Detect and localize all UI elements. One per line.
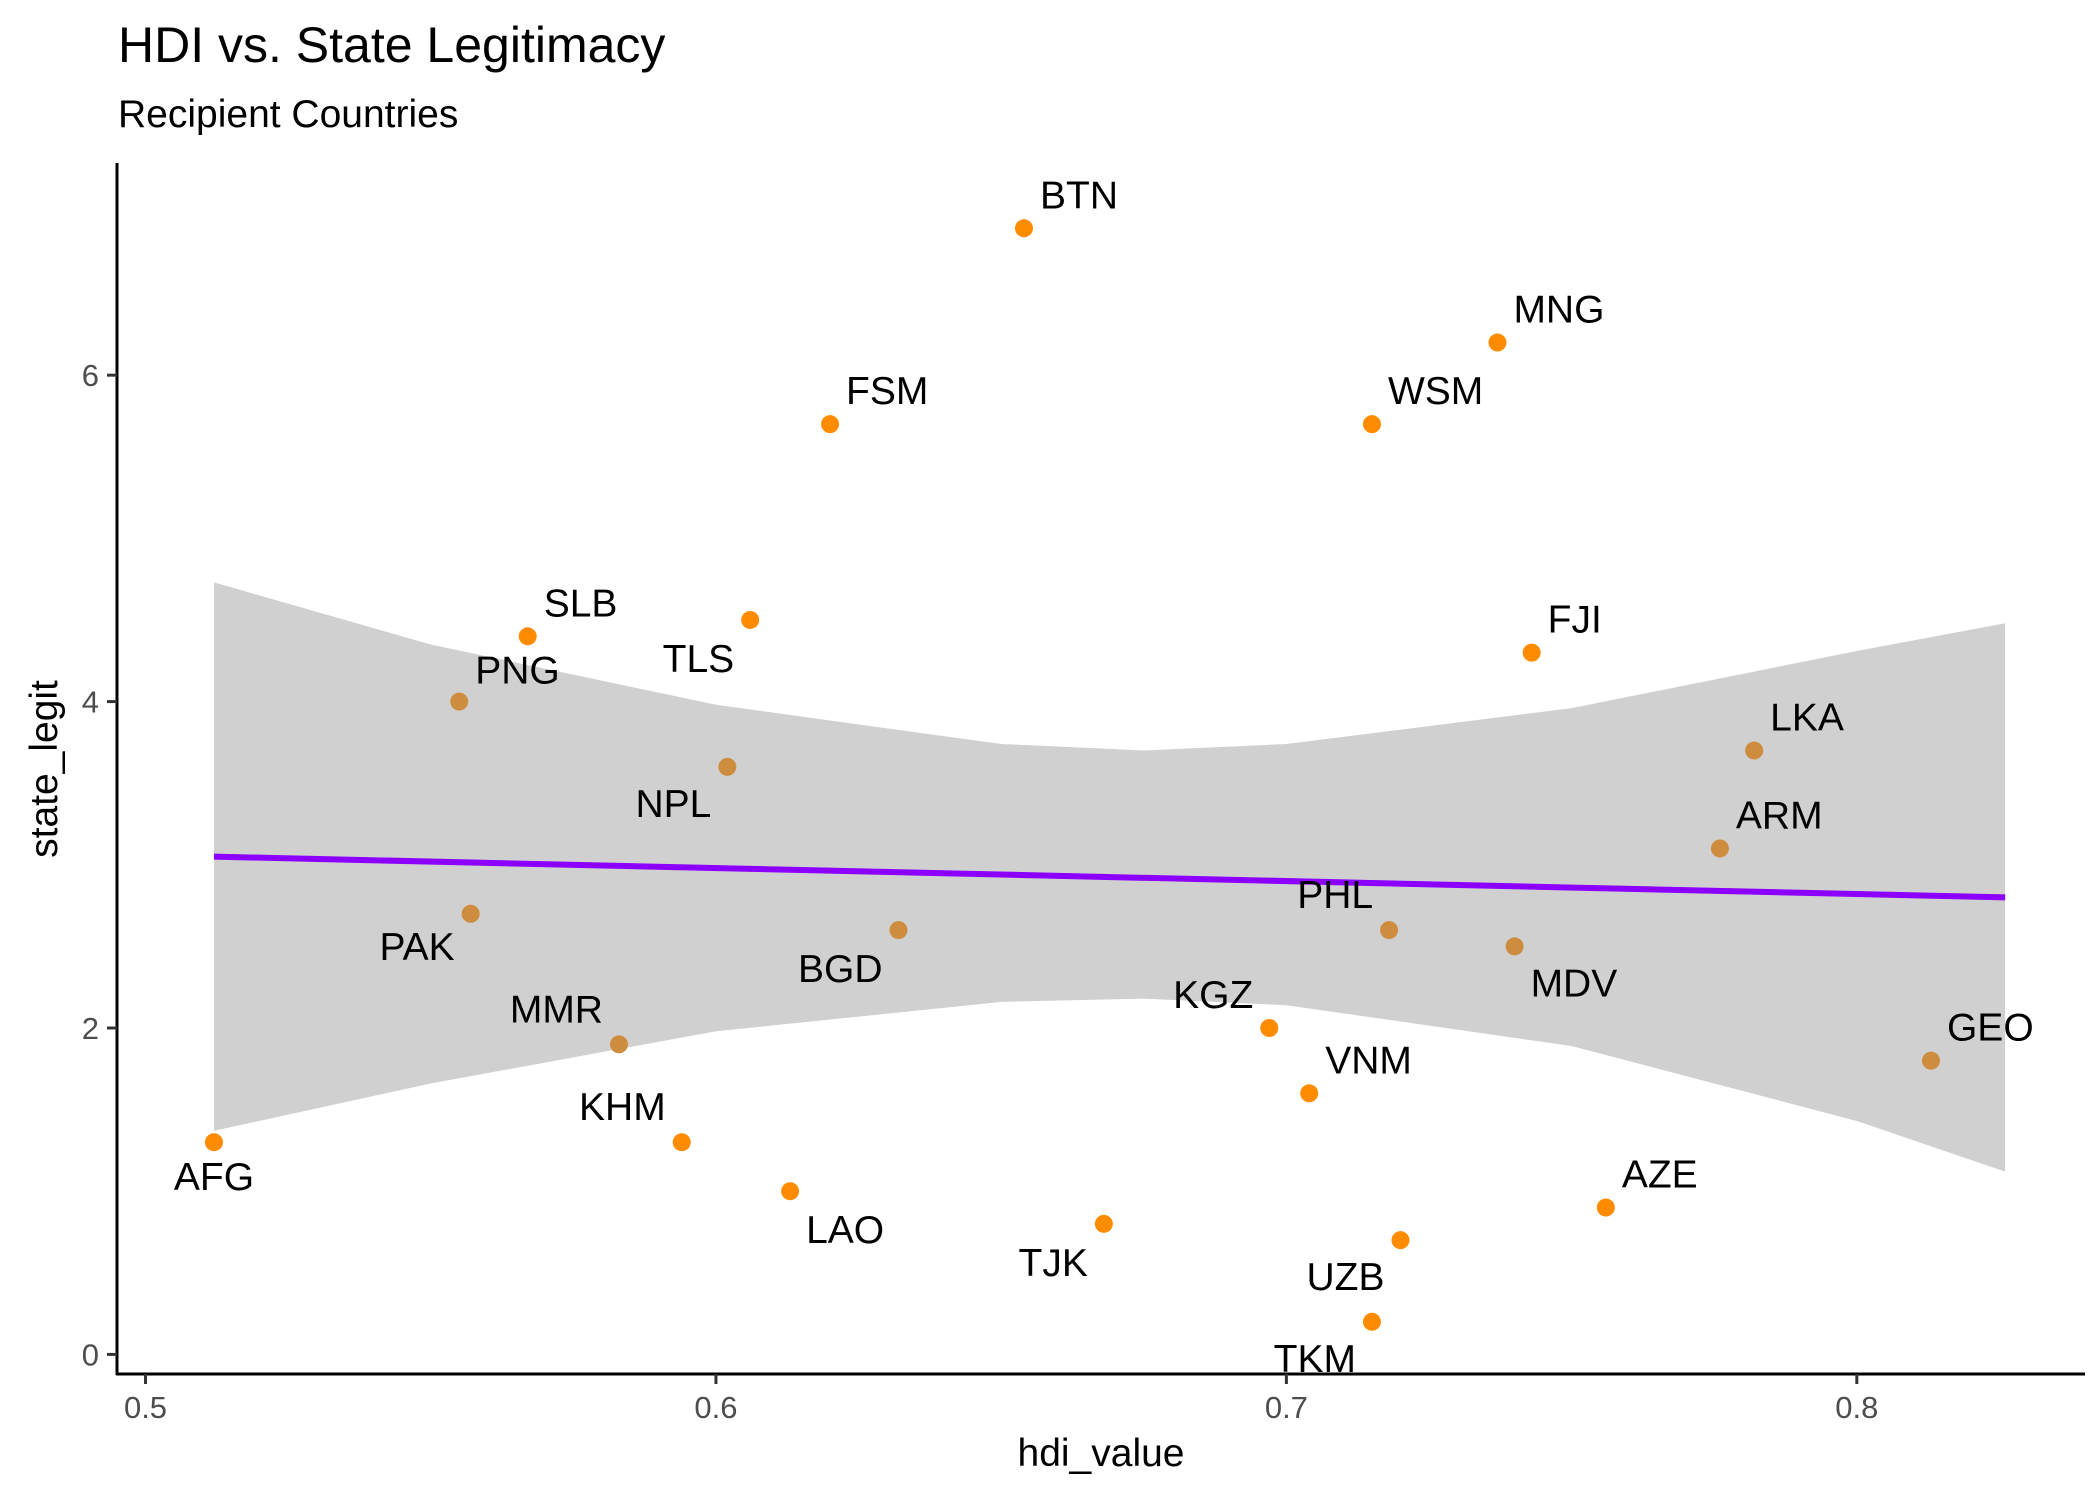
- point-label-npl: NPL: [635, 783, 711, 826]
- data-point-lka: [1745, 741, 1764, 760]
- point-label-slb: SLB: [544, 582, 618, 625]
- data-point-fsm: [821, 415, 840, 434]
- point-label-fji: FJI: [1548, 599, 1602, 642]
- data-point-uzb: [1391, 1231, 1410, 1250]
- data-point-kgz: [1260, 1019, 1279, 1037]
- y-tick-label: 4: [82, 685, 99, 720]
- point-label-kgz: KGZ: [1173, 974, 1253, 1017]
- data-point-bgd: [889, 921, 908, 940]
- y-tick-label: 0: [82, 1337, 99, 1372]
- data-point-slb: [518, 627, 537, 646]
- point-label-mmr: MMR: [510, 988, 603, 1031]
- point-label-png: PNG: [475, 650, 560, 693]
- data-point-npl: [718, 757, 737, 776]
- point-label-fsm: FSM: [846, 370, 928, 413]
- data-point-geo: [1921, 1051, 1940, 1070]
- y-tick-label: 2: [82, 1011, 99, 1046]
- data-point-phl: [1380, 921, 1399, 940]
- data-point-png: [450, 692, 469, 711]
- point-label-lka: LKA: [1770, 697, 1844, 740]
- data-point-mng: [1488, 333, 1507, 352]
- point-label-uzb: UZB: [1306, 1256, 1384, 1299]
- point-label-tls: TLS: [663, 638, 735, 681]
- data-point-tls: [741, 610, 760, 629]
- y-tick-label: 6: [82, 358, 99, 393]
- point-label-khm: KHM: [579, 1086, 666, 1129]
- data-point-khm: [672, 1133, 691, 1152]
- point-label-tjk: TJK: [1019, 1242, 1088, 1285]
- x-tick-label: 0.7: [1265, 1390, 1308, 1425]
- x-tick-label: 0.8: [1835, 1390, 1878, 1425]
- data-point-tkm: [1362, 1312, 1381, 1331]
- point-label-afg: AFG: [174, 1156, 254, 1199]
- chart-subtitle: Recipient Countries: [118, 93, 458, 136]
- point-label-mdv: MDV: [1531, 962, 1618, 1005]
- point-label-btn: BTN: [1040, 174, 1118, 217]
- data-point-mdv: [1505, 937, 1524, 956]
- data-point-fji: [1522, 643, 1541, 662]
- point-label-phl: PHL: [1297, 874, 1373, 917]
- x-tick-label: 0.5: [124, 1390, 167, 1425]
- x-tick-label: 0.6: [694, 1390, 737, 1425]
- data-point-lao: [781, 1182, 800, 1201]
- trend-line: [213, 853, 2006, 901]
- point-label-vnm: VNM: [1325, 1039, 1412, 1082]
- data-point-aze: [1596, 1198, 1615, 1217]
- point-label-lao: LAO: [806, 1209, 884, 1252]
- chart-title: HDI vs. State Legitimacy: [118, 17, 665, 73]
- point-label-bgd: BGD: [798, 948, 883, 991]
- data-point-afg: [204, 1133, 223, 1152]
- point-label-aze: AZE: [1622, 1154, 1698, 1197]
- data-point-pak: [461, 904, 480, 923]
- x-axis-title: hdi_value: [1018, 1432, 1185, 1475]
- point-label-pak: PAK: [380, 926, 455, 969]
- y-ticks: 0 2 4 6: [82, 358, 117, 1372]
- point-label-geo: GEO: [1947, 1007, 2034, 1050]
- data-point-arm: [1710, 839, 1729, 858]
- trend-line-layer: [213, 853, 2006, 901]
- points-layer: [204, 219, 1940, 1331]
- data-point-wsm: [1362, 415, 1381, 434]
- data-point-mmr: [609, 1035, 628, 1054]
- point-label-wsm: WSM: [1388, 370, 1483, 413]
- x-ticks: 0.5 0.6 0.7 0.8: [124, 1374, 1878, 1425]
- data-point-tjk: [1094, 1214, 1113, 1233]
- data-point-vnm: [1300, 1084, 1319, 1103]
- y-axis-title: state_legit: [23, 680, 66, 858]
- data-point-btn: [1014, 219, 1033, 238]
- point-label-mng: MNG: [1513, 289, 1604, 332]
- point-label-arm: ARM: [1736, 794, 1823, 837]
